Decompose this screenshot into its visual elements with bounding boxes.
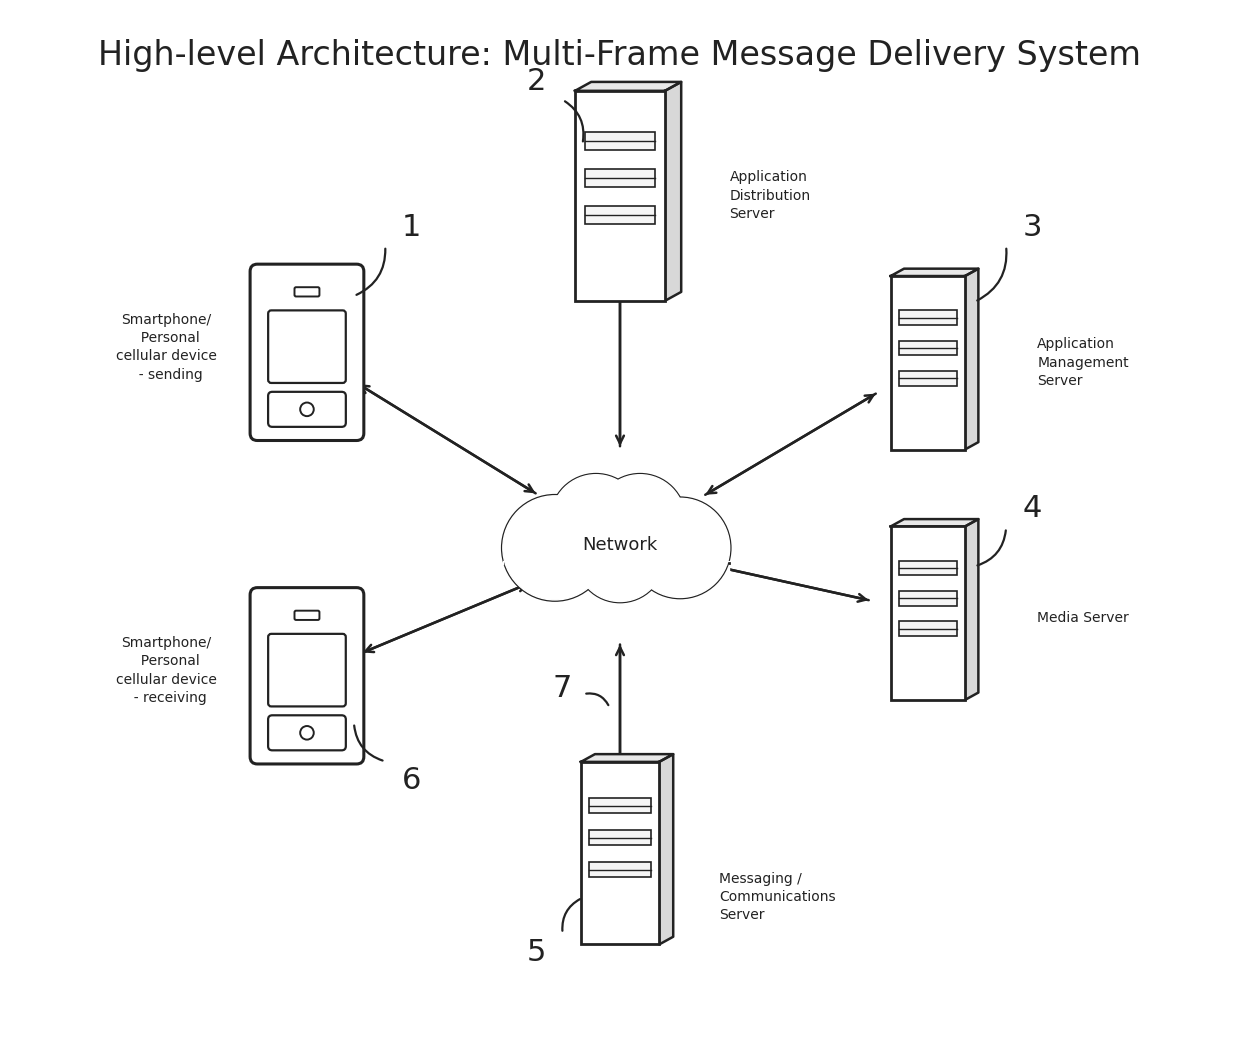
Circle shape: [630, 498, 730, 598]
Bar: [585, 169, 655, 187]
Bar: [585, 206, 655, 223]
Bar: [589, 830, 651, 845]
FancyArrowPatch shape: [565, 102, 584, 142]
Bar: [890, 527, 965, 700]
Text: Network: Network: [583, 536, 657, 554]
Circle shape: [502, 495, 608, 600]
Polygon shape: [965, 519, 978, 700]
Bar: [899, 371, 957, 386]
FancyArrowPatch shape: [563, 899, 580, 930]
FancyBboxPatch shape: [268, 392, 346, 427]
Text: 2: 2: [527, 66, 546, 95]
FancyBboxPatch shape: [294, 287, 320, 297]
FancyBboxPatch shape: [268, 634, 346, 706]
FancyArrowPatch shape: [977, 249, 1007, 300]
Bar: [899, 621, 957, 636]
Text: Smartphone/
  Personal
cellular device
  - sending: Smartphone/ Personal cellular device - s…: [115, 313, 217, 382]
Bar: [890, 276, 965, 450]
Text: 5: 5: [527, 938, 546, 967]
Bar: [899, 341, 957, 356]
Bar: [899, 591, 957, 606]
Bar: [580, 762, 660, 944]
Polygon shape: [890, 519, 978, 527]
Bar: [575, 91, 665, 301]
Circle shape: [300, 726, 314, 740]
Text: Smartphone/
  Personal
cellular device
  - receiving: Smartphone/ Personal cellular device - r…: [115, 636, 217, 705]
Text: 4: 4: [1023, 494, 1042, 523]
Polygon shape: [890, 269, 978, 276]
FancyBboxPatch shape: [250, 587, 363, 764]
Polygon shape: [580, 754, 673, 762]
Polygon shape: [965, 269, 978, 450]
Circle shape: [300, 403, 314, 416]
Text: High-level Architecture: Multi-Frame Message Delivery System: High-level Architecture: Multi-Frame Mes…: [98, 39, 1142, 72]
Text: Media Server: Media Server: [1038, 612, 1130, 625]
Bar: [589, 862, 651, 877]
Bar: [899, 311, 957, 325]
Circle shape: [630, 498, 729, 598]
FancyBboxPatch shape: [505, 551, 729, 578]
FancyBboxPatch shape: [294, 611, 320, 620]
Circle shape: [551, 474, 641, 564]
Circle shape: [575, 514, 665, 602]
Text: 7: 7: [553, 675, 573, 703]
Bar: [899, 561, 957, 576]
Polygon shape: [660, 754, 673, 944]
Bar: [585, 132, 655, 150]
FancyArrowPatch shape: [977, 531, 1006, 565]
Circle shape: [595, 474, 686, 564]
FancyBboxPatch shape: [250, 264, 363, 441]
Text: 3: 3: [1023, 213, 1042, 241]
FancyArrowPatch shape: [355, 726, 383, 761]
Circle shape: [595, 475, 684, 564]
Text: 6: 6: [402, 766, 422, 795]
Polygon shape: [665, 82, 681, 301]
Polygon shape: [575, 82, 681, 91]
Circle shape: [503, 496, 606, 600]
Text: Application
Management
Server: Application Management Server: [1038, 338, 1128, 388]
Text: Application
Distribution
Server: Application Distribution Server: [729, 170, 811, 221]
Text: Messaging /
Communications
Server: Messaging / Communications Server: [719, 872, 836, 922]
Circle shape: [552, 475, 641, 564]
FancyBboxPatch shape: [268, 311, 346, 383]
FancyArrowPatch shape: [356, 249, 386, 295]
Text: 1: 1: [402, 213, 422, 241]
Bar: [589, 798, 651, 813]
Circle shape: [577, 514, 663, 601]
FancyArrowPatch shape: [587, 693, 609, 705]
FancyBboxPatch shape: [268, 715, 346, 750]
